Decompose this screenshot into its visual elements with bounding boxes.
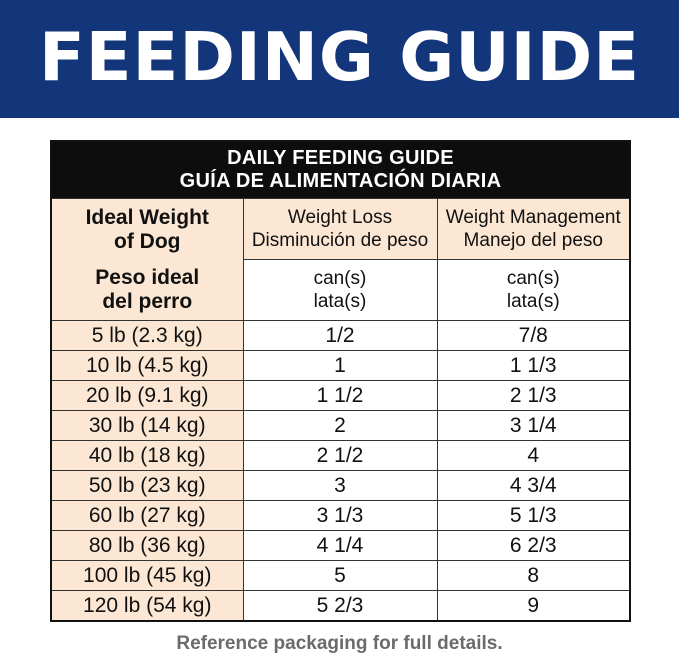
weight-header-es-line2: del perro: [102, 289, 193, 313]
dog-weight-cell: 60 lb (27 kg): [50, 500, 244, 531]
weight-header-es-line1: Peso ideal: [95, 265, 200, 289]
weight-loss-cell: 2: [242, 410, 438, 441]
dog-weight-cell: 80 lb (36 kg): [50, 530, 244, 561]
table-title-es: GUÍA DE ALIMENTACIÓN DIARIA: [179, 170, 502, 192]
table-title: DAILY FEEDING GUIDE GUÍA DE ALIMENTACIÓN…: [50, 140, 631, 199]
weight-management-cell: 1 1/3: [436, 350, 631, 381]
page-title: FEEDING GUIDE: [39, 18, 640, 96]
weight-management-cell: 9: [436, 590, 631, 622]
weight-loss-cell: 5 2/3: [242, 590, 438, 622]
dog-weight-cell: 30 lb (14 kg): [50, 410, 244, 441]
weight-management-header: Weight Management Manejo del peso: [436, 198, 631, 260]
weight-loss-cell: 4 1/4: [242, 530, 438, 561]
weight-management-cell: 3 1/4: [436, 410, 631, 441]
table-row: 20 lb (9.1 kg) 1 1/2 2 1/3: [50, 380, 631, 411]
dog-weight-cell: 5 lb (2.3 kg): [50, 320, 244, 351]
footnote: Reference packaging for full details.: [176, 633, 503, 654]
weight-loss-en: Weight Loss: [287, 207, 393, 228]
weight-loss-unit: can(s) lata(s): [242, 259, 438, 321]
table-row: 60 lb (27 kg) 3 1/3 5 1/3: [50, 500, 631, 531]
unit-header-row: can(s) lata(s) can(s) lata(s): [51, 259, 631, 321]
table-row: 30 lb (14 kg) 2 3 1/4: [50, 410, 631, 441]
weight-loss-cell: 1/2: [242, 320, 438, 351]
weight-loss-cell: 1: [242, 350, 438, 381]
weight-management-unit: can(s) lata(s): [436, 259, 631, 321]
unit-en: can(s): [506, 268, 560, 289]
table-title-en: DAILY FEEDING GUIDE: [227, 147, 454, 169]
table-row: 50 lb (23 kg) 3 4 3/4: [50, 470, 631, 501]
weight-loss-cell: 2 1/2: [242, 440, 438, 471]
dog-weight-cell: 100 lb (45 kg): [50, 560, 244, 591]
column-header-row: Ideal Weight of Dog Peso ideal del perro…: [50, 198, 631, 321]
table-row: 10 lb (4.5 kg) 1 1 1/3: [50, 350, 631, 381]
weight-header-en-line1: Ideal Weight: [85, 205, 209, 229]
dog-weight-cell: 40 lb (18 kg): [50, 440, 244, 471]
title-banner: FEEDING GUIDE: [0, 0, 679, 118]
dog-weight-cell: 50 lb (23 kg): [50, 470, 244, 501]
table-row: 5 lb (2.3 kg) 1/2 7/8: [50, 320, 631, 351]
weight-management-cell: 7/8: [436, 320, 631, 351]
weight-management-cell: 4 3/4: [436, 470, 631, 501]
weight-loss-cell: 3: [242, 470, 438, 501]
weight-loss-header: Weight Loss Disminución de peso: [242, 198, 438, 260]
weight-management-cell: 8: [436, 560, 631, 591]
table-row: 40 lb (18 kg) 2 1/2 4: [50, 440, 631, 471]
weight-management-es: Manejo del peso: [463, 230, 603, 251]
weight-management-cell: 5 1/3: [436, 500, 631, 531]
weight-header-en-line2: of Dog: [114, 229, 181, 253]
table-title-row: DAILY FEEDING GUIDE GUÍA DE ALIMENTACIÓN…: [50, 140, 631, 199]
weight-loss-cell: 5: [242, 560, 438, 591]
weight-management-en: Weight Management: [445, 207, 621, 228]
table-row: 100 lb (45 kg) 5 8: [50, 560, 631, 591]
unit-es: lata(s): [506, 291, 560, 312]
unit-en: can(s): [313, 268, 367, 289]
weight-management-cell: 6 2/3: [436, 530, 631, 561]
weight-loss-cell: 3 1/3: [242, 500, 438, 531]
table-row: 80 lb (36 kg) 4 1/4 6 2/3: [50, 530, 631, 561]
weight-column-header: Ideal Weight of Dog Peso ideal del perro: [50, 198, 244, 321]
weight-management-cell: 4: [436, 440, 631, 471]
table-row: 120 lb (54 kg) 5 2/3 9: [50, 590, 631, 622]
dog-weight-cell: 120 lb (54 kg): [50, 590, 244, 622]
dog-weight-cell: 10 lb (4.5 kg): [50, 350, 244, 381]
weight-management-cell: 2 1/3: [436, 380, 631, 411]
feeding-table: DAILY FEEDING GUIDE GUÍA DE ALIMENTACIÓN…: [50, 140, 632, 622]
dog-weight-cell: 20 lb (9.1 kg): [50, 380, 244, 411]
weight-loss-cell: 1 1/2: [242, 380, 438, 411]
unit-es: lata(s): [313, 291, 367, 312]
weight-loss-es: Disminución de peso: [251, 230, 429, 251]
